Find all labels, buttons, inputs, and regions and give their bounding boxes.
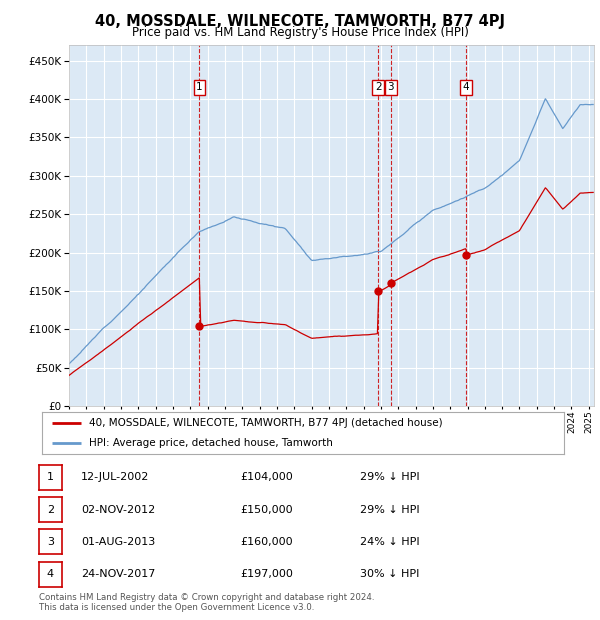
Text: 30% ↓ HPI: 30% ↓ HPI bbox=[360, 569, 419, 579]
Text: 24-NOV-2017: 24-NOV-2017 bbox=[81, 569, 155, 579]
Text: 1: 1 bbox=[196, 82, 203, 92]
Text: 40, MOSSDALE, WILNECOTE, TAMWORTH, B77 4PJ (detached house): 40, MOSSDALE, WILNECOTE, TAMWORTH, B77 4… bbox=[89, 418, 443, 428]
Text: Contains HM Land Registry data © Crown copyright and database right 2024.
This d: Contains HM Land Registry data © Crown c… bbox=[39, 593, 374, 612]
Text: 01-AUG-2013: 01-AUG-2013 bbox=[81, 537, 155, 547]
Text: 29% ↓ HPI: 29% ↓ HPI bbox=[360, 472, 419, 482]
Text: 3: 3 bbox=[47, 537, 54, 547]
Text: 29% ↓ HPI: 29% ↓ HPI bbox=[360, 505, 419, 515]
Text: 2: 2 bbox=[375, 82, 382, 92]
Text: £197,000: £197,000 bbox=[240, 569, 293, 579]
Text: 24% ↓ HPI: 24% ↓ HPI bbox=[360, 537, 419, 547]
Text: 02-NOV-2012: 02-NOV-2012 bbox=[81, 505, 155, 515]
Text: HPI: Average price, detached house, Tamworth: HPI: Average price, detached house, Tamw… bbox=[89, 438, 333, 448]
Text: 40, MOSSDALE, WILNECOTE, TAMWORTH, B77 4PJ: 40, MOSSDALE, WILNECOTE, TAMWORTH, B77 4… bbox=[95, 14, 505, 29]
Text: £150,000: £150,000 bbox=[240, 505, 293, 515]
Text: £104,000: £104,000 bbox=[240, 472, 293, 482]
Text: 4: 4 bbox=[47, 569, 54, 579]
Text: 4: 4 bbox=[463, 82, 469, 92]
Text: 1: 1 bbox=[47, 472, 54, 482]
Text: 12-JUL-2002: 12-JUL-2002 bbox=[81, 472, 149, 482]
Text: 2: 2 bbox=[47, 505, 54, 515]
Text: Price paid vs. HM Land Registry's House Price Index (HPI): Price paid vs. HM Land Registry's House … bbox=[131, 26, 469, 39]
Text: 3: 3 bbox=[388, 82, 394, 92]
Text: £160,000: £160,000 bbox=[240, 537, 293, 547]
